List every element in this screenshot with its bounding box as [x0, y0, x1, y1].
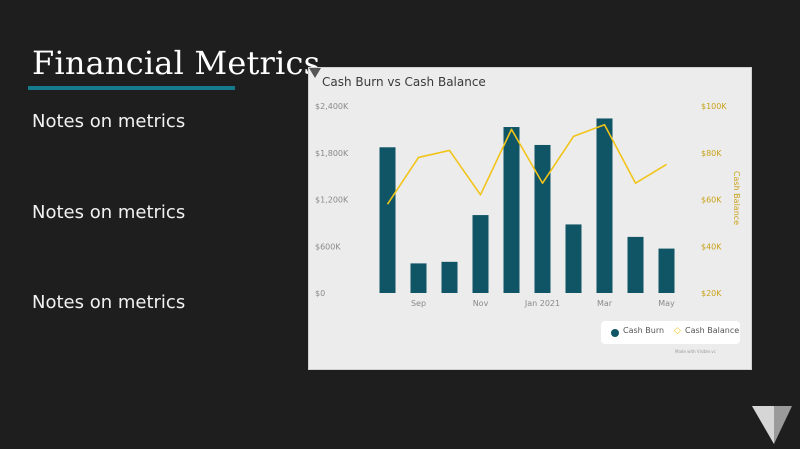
right-axis-tick-label: $60K: [701, 196, 722, 205]
chart-title: Cash Burn vs Cash Balance: [322, 75, 486, 89]
metrics-note-3: Notes on metrics: [32, 292, 186, 313]
left-axis-tick-label: $0: [315, 289, 325, 298]
cash-balance-line: [386, 123, 667, 205]
left-axis-tick-label: $1,800K: [315, 149, 349, 158]
made-with-credit: Made with Visible.vc: [675, 349, 716, 354]
cash-balance-legend-marker: ◇: [674, 326, 681, 336]
cash-burn-bar: [534, 144, 551, 293]
x-axis-tick-label: Jan 2021: [524, 299, 560, 308]
x-axis-tick-label: May: [658, 299, 675, 308]
cash-burn-legend-marker: [611, 329, 619, 337]
cash-burn-bar: [658, 248, 675, 293]
slide-title: Financial Metrics: [32, 44, 321, 82]
visible-logo-icon: [752, 406, 792, 444]
x-axis-tick-label: Nov: [473, 299, 489, 308]
cash-burn-bar: [503, 127, 520, 293]
left-axis-tick-label: $600K: [315, 242, 341, 251]
chart-card: Cash Burn vs Cash Balance $0 $600K $1,200K…: [308, 67, 752, 370]
metrics-note-1: Notes on metrics: [32, 111, 186, 132]
right-axis-tick-label: $80K: [701, 149, 722, 158]
visible-logo-small-icon: [309, 68, 321, 78]
right-axis-tick-label: $20K: [701, 289, 722, 298]
title-underline: [28, 86, 235, 90]
cash-burn-bar: [472, 215, 489, 293]
right-axis-tick-label: $40K: [701, 242, 722, 251]
cash-burn-bar: [379, 147, 396, 293]
cash-burn-legend-label: Cash Burn: [623, 326, 665, 335]
cash-burn-chart: Cash Burn vs Cash Balance $0 $600K $1,200K…: [315, 75, 741, 308]
chart-legend: Cash Burn ◇ Cash Balance: [601, 321, 740, 344]
cash-burn-bar: [565, 224, 582, 293]
cash-balance-legend-label: Cash Balance: [685, 326, 740, 335]
cash-burn-bar: [627, 236, 644, 293]
cash-burn-bar: [410, 263, 427, 293]
left-axis-tick-label: $2,400K: [315, 102, 349, 111]
x-axis-tick-label: Sep: [411, 299, 426, 308]
left-axis-tick-label: $1,200K: [315, 196, 349, 205]
metrics-note-2: Notes on metrics: [32, 202, 186, 223]
cash-burn-bar: [441, 261, 458, 293]
right-axis-label: Cash Balance: [732, 171, 741, 225]
right-axis-tick-label: $100K: [701, 102, 727, 111]
cash-burn-bar: [596, 118, 613, 293]
x-axis-tick-label: Mar: [597, 299, 613, 308]
